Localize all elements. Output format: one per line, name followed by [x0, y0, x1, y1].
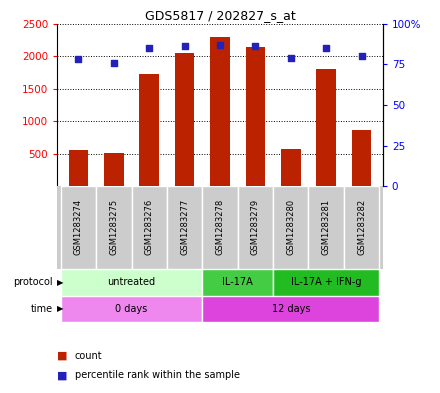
Text: GSM1283280: GSM1283280	[286, 198, 295, 255]
Text: 0 days: 0 days	[115, 304, 148, 314]
Text: GSM1283274: GSM1283274	[74, 198, 83, 255]
Point	[110, 59, 117, 66]
Text: 12 days: 12 days	[271, 304, 310, 314]
Point	[146, 45, 153, 51]
Bar	[202, 296, 379, 322]
Bar	[273, 186, 308, 269]
Text: untreated: untreated	[107, 277, 156, 287]
Title: GDS5817 / 202827_s_at: GDS5817 / 202827_s_at	[145, 9, 295, 22]
Text: GSM1283279: GSM1283279	[251, 198, 260, 255]
Text: ■: ■	[57, 370, 68, 380]
Bar	[352, 130, 371, 186]
Bar	[69, 150, 88, 186]
Bar	[281, 149, 301, 186]
Point	[216, 42, 224, 48]
Text: IL-17A: IL-17A	[222, 277, 253, 287]
Text: GSM1283276: GSM1283276	[145, 198, 154, 255]
Text: GSM1283278: GSM1283278	[216, 198, 224, 255]
Text: ▶: ▶	[57, 305, 63, 314]
Bar	[139, 74, 159, 186]
Text: GSM1283277: GSM1283277	[180, 198, 189, 255]
Text: count: count	[75, 351, 103, 361]
Text: GSM1283281: GSM1283281	[322, 198, 331, 255]
Point	[181, 43, 188, 50]
Bar	[273, 269, 379, 296]
Bar	[202, 186, 238, 269]
Text: ▶: ▶	[57, 278, 63, 287]
Text: GSM1283275: GSM1283275	[109, 198, 118, 255]
Bar	[175, 53, 194, 186]
Text: GSM1283282: GSM1283282	[357, 198, 366, 255]
Bar	[238, 186, 273, 269]
Bar	[308, 186, 344, 269]
Text: percentile rank within the sample: percentile rank within the sample	[75, 370, 240, 380]
Bar	[104, 153, 124, 186]
Bar	[344, 186, 379, 269]
Point	[323, 45, 330, 51]
Text: ■: ■	[57, 351, 68, 361]
Bar	[316, 69, 336, 186]
Point	[287, 55, 294, 61]
Bar	[167, 186, 202, 269]
Point	[252, 43, 259, 50]
Bar	[61, 296, 202, 322]
Bar	[210, 37, 230, 186]
Text: time: time	[31, 304, 53, 314]
Bar	[132, 186, 167, 269]
Bar	[202, 269, 273, 296]
Bar	[61, 186, 96, 269]
Text: IL-17A + IFN-g: IL-17A + IFN-g	[291, 277, 361, 287]
Point	[358, 53, 365, 59]
Point	[75, 56, 82, 62]
Text: protocol: protocol	[13, 277, 53, 287]
Bar	[96, 186, 132, 269]
Bar	[61, 269, 202, 296]
Bar	[246, 47, 265, 186]
